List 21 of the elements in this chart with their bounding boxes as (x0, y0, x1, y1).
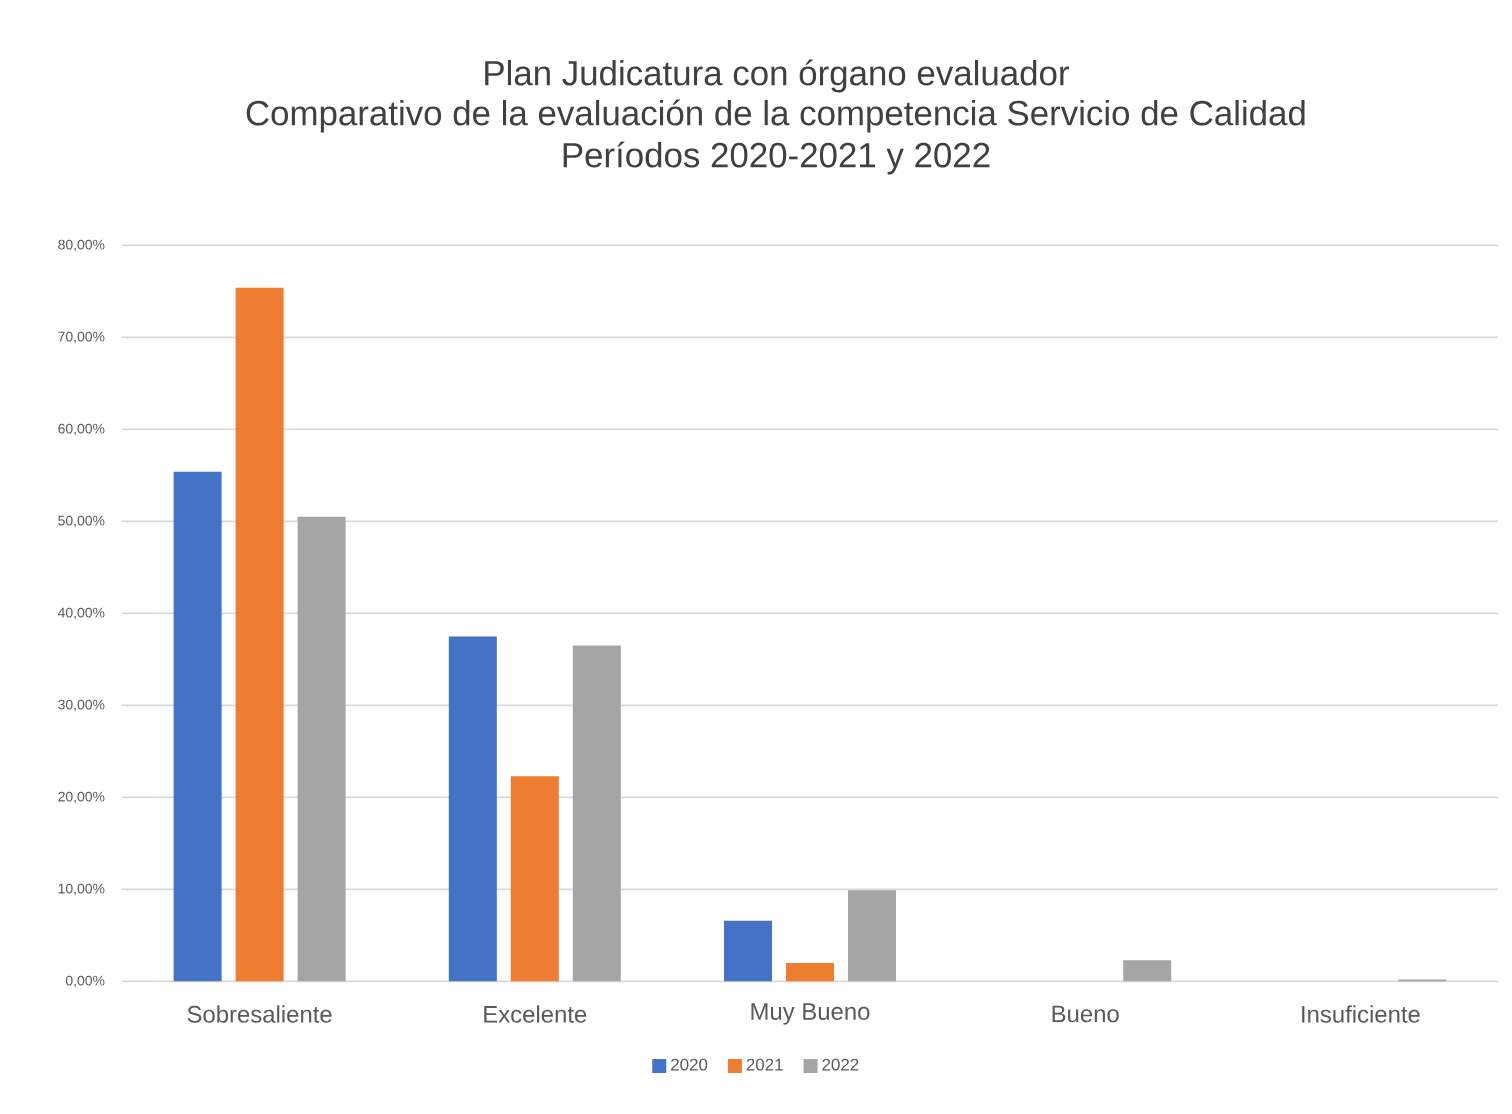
x-tick-label: Bueno (1052, 1005, 1119, 1023)
bar (1123, 960, 1172, 982)
bar (786, 963, 835, 982)
x-tick-label: Muy Bueno (751, 1003, 870, 1025)
x-tick-label: Insuficiente (1302, 1005, 1420, 1023)
bar (173, 471, 222, 982)
x-tick-label: Excelente (484, 1005, 587, 1023)
chart-title: Plan Judicatura con órgano evaluador (485, 59, 1069, 93)
bar (848, 890, 897, 982)
bar (235, 287, 284, 982)
legend-label: 2022 (822, 1058, 859, 1071)
bar (448, 636, 497, 982)
text: Períodos 2020-2021 y 2022 (563, 141, 990, 175)
x-tick-label: Sobresaliente (187, 1005, 332, 1023)
chart-subtitle: Comparativo de la evaluación de la competencia Servicio de Calidad (246, 99, 1305, 133)
legend-label: 2021 (746, 1058, 783, 1071)
bar (572, 645, 621, 982)
bar (724, 920, 773, 982)
legend-label: 2020 (671, 1058, 708, 1071)
bar (297, 516, 346, 982)
bar (510, 776, 559, 982)
